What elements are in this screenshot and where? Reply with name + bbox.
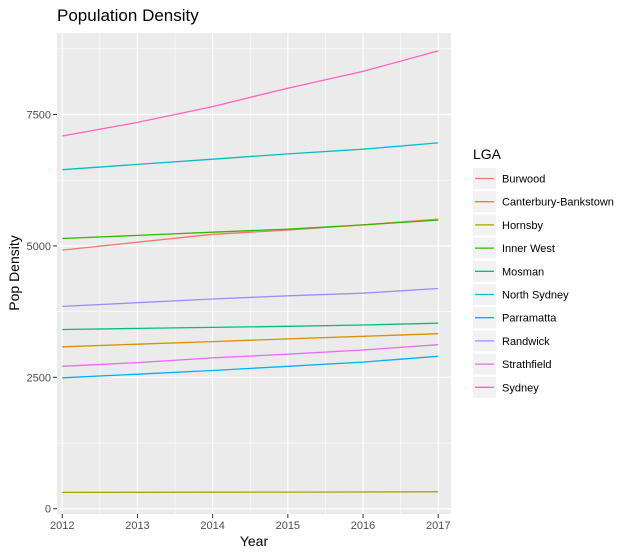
series-line	[62, 142, 439, 171]
series-line	[62, 491, 439, 494]
series-lines	[62, 50, 439, 494]
legend-label: Inner West	[502, 243, 555, 255]
legend-title: LGA	[473, 146, 502, 162]
x-tick-label: 2014	[200, 520, 224, 532]
legend-label: Mosman	[502, 266, 544, 278]
series-line	[62, 322, 439, 331]
grid-major	[57, 33, 451, 514]
legend-label: Sydney	[502, 382, 539, 394]
x-axis-title: Year	[240, 533, 269, 549]
chart-title: Population Density	[57, 6, 199, 25]
legend-label: Hornsby	[502, 220, 543, 232]
x-tick-label: 2012	[50, 520, 74, 532]
legend-label: Canterbury-Bankstown	[502, 197, 614, 209]
series-line	[62, 355, 439, 379]
x-axis: 2012 2013 2014 2015 2016 2017	[50, 514, 450, 532]
y-axis: 0 2500 5000 7500	[27, 109, 57, 516]
x-tick-label: 2016	[351, 520, 375, 532]
x-tick-label: 2017	[426, 520, 450, 532]
series-line	[62, 287, 439, 308]
series-line	[62, 219, 439, 240]
legend-label: Randwick	[502, 336, 550, 348]
legend: LGA Burwood Canterbury-Bankstown Hornsby In…	[473, 146, 614, 398]
series-line	[62, 344, 439, 367]
x-tick-label: 2013	[125, 520, 149, 532]
series-line	[62, 333, 439, 348]
legend-label: Burwood	[502, 174, 545, 186]
y-tick-label: 0	[45, 504, 51, 516]
legend-label: Strathfield	[502, 359, 552, 371]
y-tick-label: 7500	[27, 109, 51, 121]
y-tick-label: 5000	[27, 241, 51, 253]
x-tick-label: 2015	[276, 520, 300, 532]
y-tick-label: 2500	[27, 372, 51, 384]
y-axis-title: Pop Density	[6, 235, 22, 310]
series-line	[62, 50, 439, 137]
legend-label: Parramatta	[502, 313, 557, 325]
legend-label: North Sydney	[502, 290, 569, 302]
grid-minor	[57, 33, 451, 514]
plot-panel	[57, 33, 451, 514]
legend-items: Burwood Canterbury-Bankstown Hornsby Inner …	[473, 168, 614, 398]
